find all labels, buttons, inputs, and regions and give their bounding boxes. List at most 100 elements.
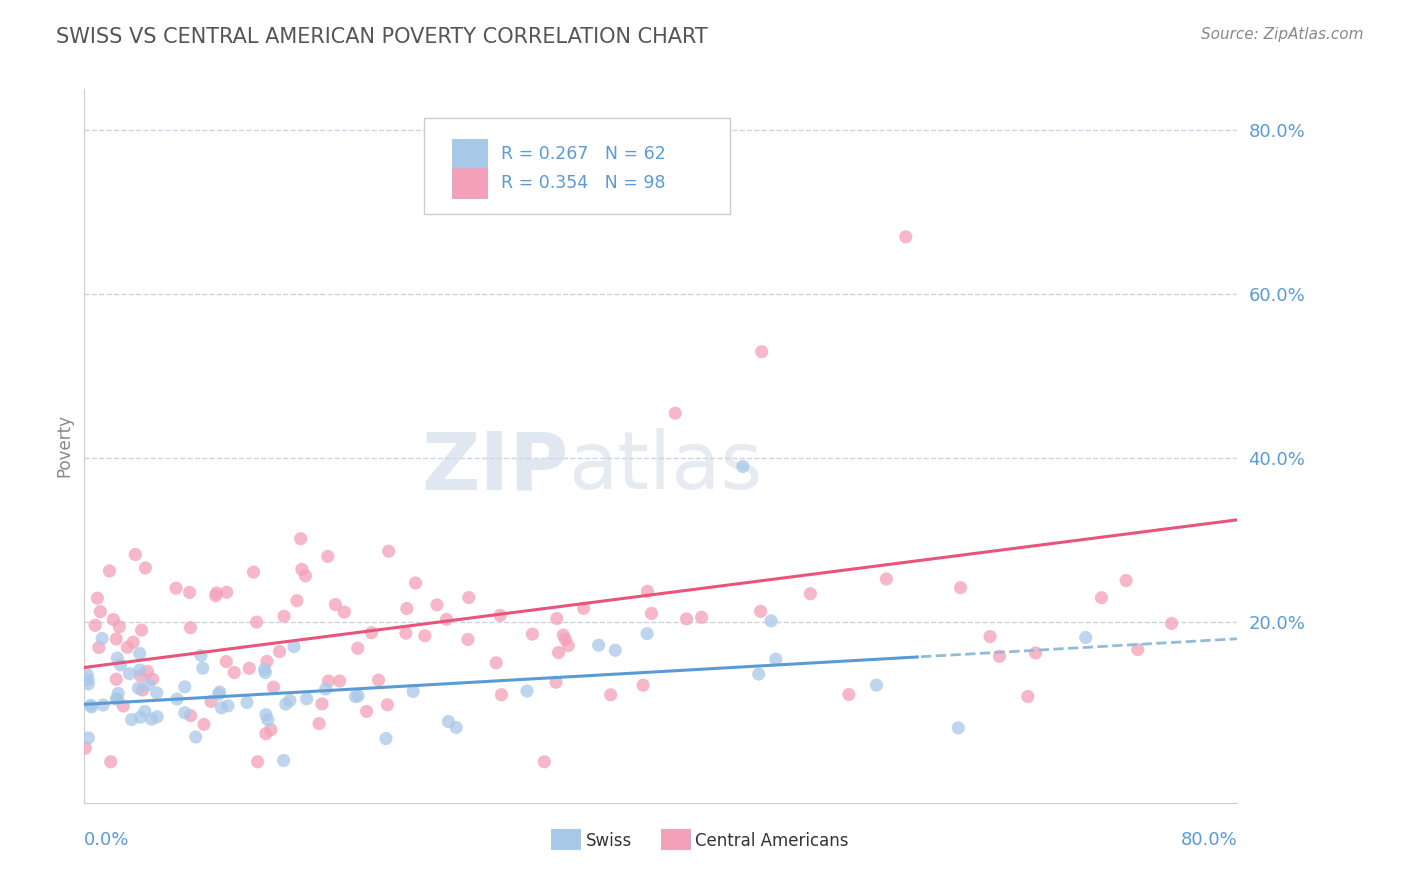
Point: [367, 673, 389, 687]
Point: [865, 678, 887, 692]
Point: [91, 698, 114, 712]
Point: [1160, 616, 1182, 631]
Point: [110, 657, 132, 672]
Text: 0.0%: 0.0%: [84, 831, 129, 849]
Point: [103, 613, 125, 627]
Point: [77, 677, 100, 691]
Point: [273, 609, 295, 624]
Point: [112, 698, 135, 713]
Text: Source: ZipAtlas.com: Source: ZipAtlas.com: [1201, 27, 1364, 42]
Point: [333, 605, 356, 619]
Point: [1074, 631, 1097, 645]
Point: [444, 721, 467, 735]
Point: [80, 698, 103, 713]
Point: [308, 716, 330, 731]
Point: [128, 663, 150, 677]
Point: [273, 754, 295, 768]
Point: [105, 692, 128, 706]
Point: [637, 584, 659, 599]
Point: [105, 632, 128, 646]
Point: [224, 665, 246, 680]
Point: [121, 713, 143, 727]
Point: [344, 690, 367, 704]
Point: [118, 666, 141, 681]
Point: [246, 755, 269, 769]
Point: [122, 635, 145, 649]
Point: [356, 705, 378, 719]
Point: [599, 688, 621, 702]
Point: [146, 710, 169, 724]
Text: 80.0%: 80.0%: [1181, 831, 1237, 849]
Point: [166, 692, 188, 706]
Point: [274, 697, 297, 711]
Point: [117, 640, 139, 655]
Point: [211, 700, 233, 714]
Point: [557, 639, 579, 653]
Point: [263, 680, 285, 694]
Point: [285, 593, 308, 607]
Point: [457, 632, 479, 647]
Point: [215, 585, 238, 599]
Point: [346, 641, 368, 656]
Point: [77, 673, 100, 687]
Point: [91, 632, 114, 646]
Point: [360, 625, 382, 640]
Point: [291, 562, 314, 576]
Text: ZIP: ZIP: [422, 428, 568, 507]
Point: [136, 665, 159, 679]
Point: [76, 667, 98, 681]
Point: [108, 620, 131, 634]
Point: [191, 661, 214, 675]
Point: [437, 714, 460, 729]
Point: [283, 640, 305, 654]
Point: [799, 587, 821, 601]
Point: [86, 591, 108, 606]
Point: [84, 618, 107, 632]
Point: [77, 731, 100, 745]
Point: [588, 638, 610, 652]
Point: [436, 612, 458, 626]
Point: [278, 693, 301, 707]
Point: [75, 741, 97, 756]
Point: [290, 532, 312, 546]
Point: [242, 565, 264, 579]
Point: [295, 691, 318, 706]
Point: [173, 706, 195, 720]
Point: [547, 646, 569, 660]
Point: [489, 608, 512, 623]
Point: [554, 632, 576, 647]
Point: [138, 677, 160, 691]
Text: atlas: atlas: [568, 428, 763, 507]
Point: [949, 581, 972, 595]
Point: [675, 612, 697, 626]
Point: [988, 649, 1011, 664]
Point: [107, 686, 129, 700]
Point: [572, 601, 595, 615]
Point: [131, 623, 153, 637]
Point: [690, 610, 713, 624]
Point: [315, 681, 337, 696]
Point: [260, 723, 283, 737]
Point: [948, 721, 970, 735]
Point: [184, 730, 207, 744]
Point: [257, 713, 280, 727]
Point: [553, 628, 575, 642]
Point: [636, 626, 658, 640]
Point: [311, 697, 333, 711]
Point: [173, 680, 195, 694]
Point: [190, 648, 212, 663]
Point: [838, 688, 860, 702]
Point: [402, 684, 425, 698]
Point: [217, 698, 239, 713]
Point: [395, 626, 418, 640]
Point: [546, 611, 568, 625]
Point: [129, 669, 152, 683]
Text: Central Americans: Central Americans: [696, 831, 849, 849]
Point: [89, 605, 111, 619]
Point: [329, 673, 352, 688]
Point: [377, 544, 399, 558]
Y-axis label: Poverty: Poverty: [55, 415, 73, 477]
Point: [664, 406, 686, 420]
Point: [105, 673, 128, 687]
Point: [180, 708, 202, 723]
